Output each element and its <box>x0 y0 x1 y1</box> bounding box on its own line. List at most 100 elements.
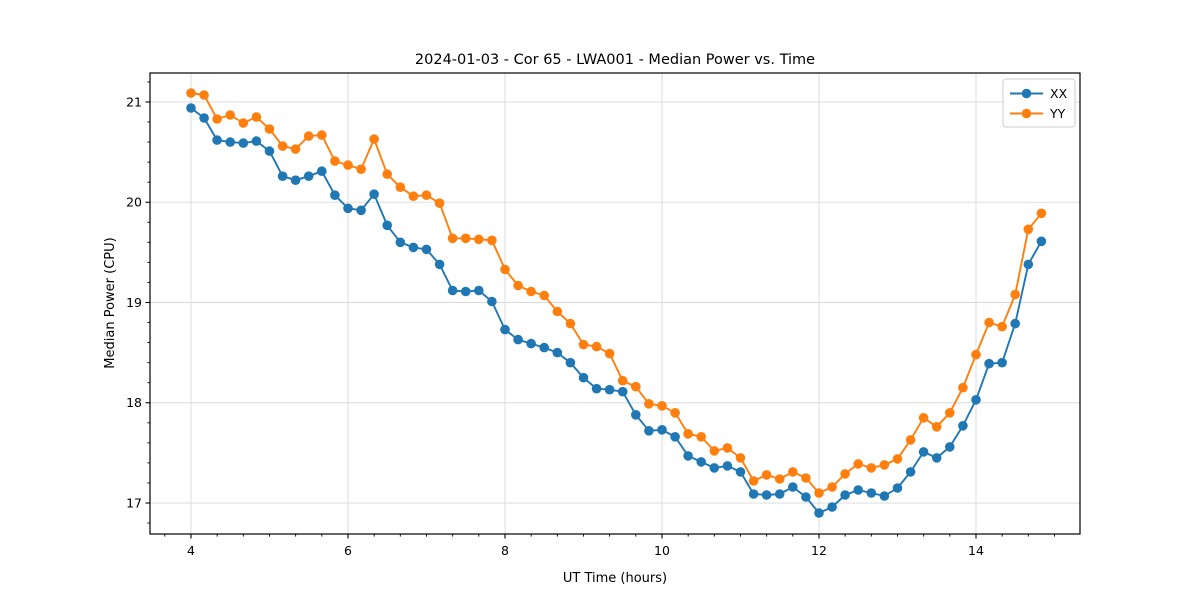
y-tick-label: 19 <box>126 295 142 310</box>
series-yy-marker <box>735 453 746 463</box>
legend-marker-icon <box>1021 88 1032 99</box>
series-yy-marker <box>958 382 968 393</box>
series-xx-marker <box>840 490 850 500</box>
series-xx-marker <box>617 386 628 397</box>
series-yy-marker <box>487 235 497 246</box>
legend-marker-icon <box>1021 108 1032 119</box>
y-axis-label: Median Power (CPU) <box>103 237 118 368</box>
x-tick-label: 12 <box>811 543 827 558</box>
y-tick-label: 20 <box>126 195 142 210</box>
series-yy-marker <box>918 413 929 423</box>
series-xx-marker <box>631 410 641 420</box>
series-yy-marker <box>591 341 602 352</box>
series-yy-marker <box>748 476 759 486</box>
series-xx-marker <box>487 296 497 307</box>
series-yy-marker <box>788 467 798 477</box>
series-yy-marker <box>199 90 209 100</box>
series-xx-marker <box>343 203 353 214</box>
series-yy-marker <box>971 349 981 360</box>
series-xx-marker <box>251 136 262 146</box>
series-xx-marker <box>395 237 406 248</box>
legend-box <box>1002 78 1076 128</box>
series-xx-marker <box>945 442 955 452</box>
tick-layer: 4 6 8 10 12 14 17 18 19 20 21 <box>126 81 1055 558</box>
series-yy-marker <box>330 156 340 166</box>
series-layer <box>186 88 1047 518</box>
series-yy-marker <box>356 164 366 174</box>
legend-item-label: YY <box>1049 106 1066 121</box>
series-yy-marker <box>408 191 419 201</box>
series-yy-marker <box>186 88 196 98</box>
series-yy-marker <box>879 460 890 470</box>
series-xx-marker <box>369 189 379 199</box>
series-xx-marker <box>604 384 615 395</box>
series-xx-marker <box>421 244 432 255</box>
series-xx-marker <box>657 425 667 435</box>
series-xx-marker <box>526 338 536 349</box>
series-xx-marker <box>788 482 798 492</box>
series-xx-marker <box>303 171 314 181</box>
series-yy-marker <box>552 306 563 317</box>
series-yy-marker <box>578 339 589 350</box>
series-xx-marker <box>382 220 393 231</box>
series-xx-marker <box>447 285 458 296</box>
series-yy-marker <box>526 286 536 297</box>
series-xx-marker <box>879 491 890 501</box>
series-yy-marker <box>474 234 484 245</box>
series-xx-marker <box>997 357 1007 368</box>
series-yy-marker <box>617 375 628 386</box>
series-yy-marker <box>827 482 837 492</box>
series-yy-marker <box>1023 224 1034 235</box>
series-yy-marker <box>513 280 523 291</box>
series-xx-marker <box>670 432 680 442</box>
series-yy-marker <box>264 124 275 134</box>
series-xx-marker <box>460 286 471 297</box>
grid-layer <box>150 73 1080 534</box>
series-yy-marker <box>1010 289 1020 300</box>
series-xx-marker <box>814 508 824 518</box>
series-xx-marker <box>199 113 209 123</box>
series-xx-marker <box>1023 259 1034 270</box>
series-yy-marker <box>1036 208 1047 219</box>
series-yy-marker <box>866 463 877 473</box>
series-yy-marker <box>460 233 471 244</box>
series-xx-marker <box>853 485 863 495</box>
series-xx-marker <box>186 103 196 113</box>
series-xx-marker <box>539 342 549 353</box>
series-yy-marker <box>447 233 458 244</box>
x-tick-label: 8 <box>501 543 509 558</box>
series-xx-marker <box>931 453 942 463</box>
series-yy-marker <box>801 473 811 483</box>
series-yy-marker <box>945 408 955 418</box>
series-yy-line <box>190 92 1043 494</box>
series-xx-marker <box>696 457 706 467</box>
series-yy-marker <box>539 290 549 301</box>
series-yy-marker <box>722 443 733 453</box>
series-yy-marker <box>761 470 772 480</box>
series-yy-marker <box>395 182 406 192</box>
series-yy-marker <box>290 144 301 154</box>
chart-title: 2024-01-03 - Cor 65 - LWA001 - Median Po… <box>415 52 815 68</box>
series-xx-marker <box>330 190 340 200</box>
series-yy-marker <box>434 198 445 208</box>
series-xx-marker <box>1010 318 1020 329</box>
series-yy-marker <box>225 110 235 120</box>
series-yy-marker <box>892 454 903 464</box>
series-yy-marker <box>683 429 693 439</box>
legend-item-label: XX <box>1050 86 1068 101</box>
series-xx-marker <box>774 489 785 499</box>
series-xx-marker <box>500 324 510 335</box>
x-tick-label: 4 <box>187 543 195 558</box>
series-xx-marker <box>434 259 445 270</box>
series-yy-marker <box>565 318 576 329</box>
series-yy-marker <box>382 169 393 179</box>
series-xx-marker <box>644 426 654 436</box>
series-yy-marker <box>500 264 510 275</box>
series-xx-marker <box>722 461 733 471</box>
series-yy-marker <box>644 399 654 409</box>
series-xx-marker <box>317 166 327 176</box>
series-xx-marker <box>905 467 916 477</box>
x-tick-label: 6 <box>344 543 352 558</box>
series-xx-marker <box>356 205 366 216</box>
series-yy-marker <box>604 348 615 359</box>
